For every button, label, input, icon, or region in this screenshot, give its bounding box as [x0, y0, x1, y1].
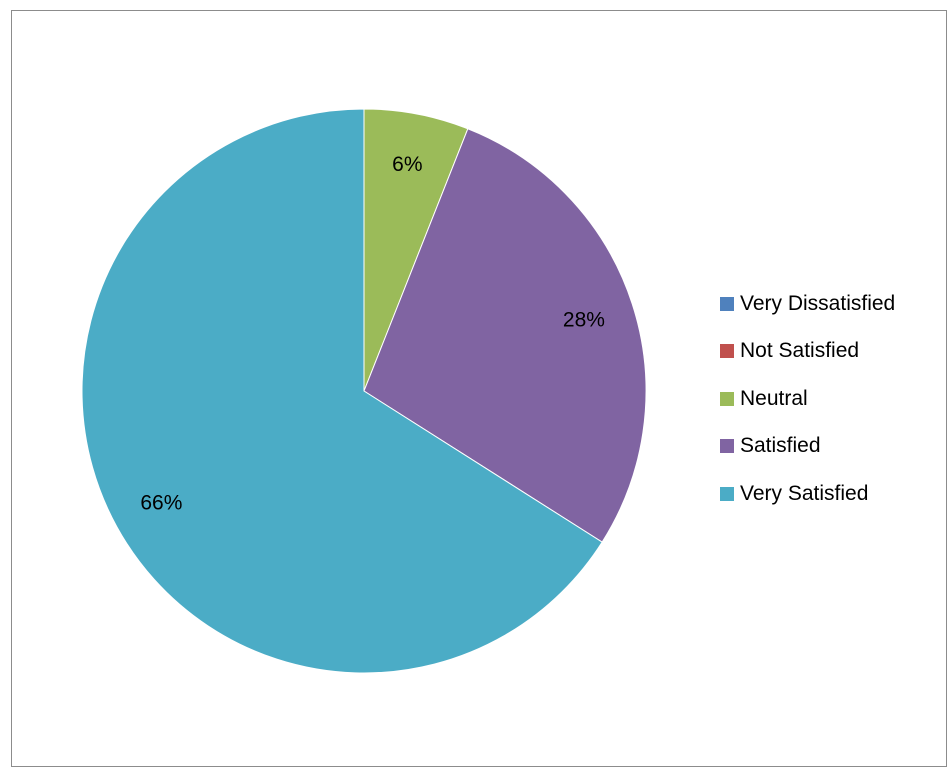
legend-swatch [720, 486, 734, 501]
legend-item-very-dissatisfied: Very Dissatisfied [720, 280, 895, 328]
legend-item-satisfied: Satisfied [720, 423, 895, 471]
legend-item-very-satisfied: Very Satisfied [720, 470, 895, 518]
legend: Very Dissatisfied Not Satisfied Neutral … [720, 280, 895, 518]
legend-label: Very Satisfied [740, 481, 869, 505]
legend-label: Neutral [740, 386, 808, 410]
pie-slice-satisfied [363, 128, 647, 543]
legend-swatch [720, 439, 734, 454]
data-label-satisfied: 28% [563, 309, 605, 332]
pie-slice-very-satisfied [81, 108, 603, 674]
legend-label: Very Dissatisfied [740, 291, 896, 315]
data-label-very-satisfied: 66% [140, 491, 182, 514]
legend-label: Not Satisfied [740, 339, 860, 363]
legend-swatch [720, 391, 734, 406]
legend-swatch [720, 344, 734, 359]
legend-swatch [720, 296, 734, 311]
legend-item-not-satisfied: Not Satisfied [720, 328, 895, 376]
legend-item-neutral: Neutral [720, 375, 895, 423]
data-label-neutral: 6% [392, 153, 422, 176]
legend-label: Satisfied [740, 434, 821, 458]
